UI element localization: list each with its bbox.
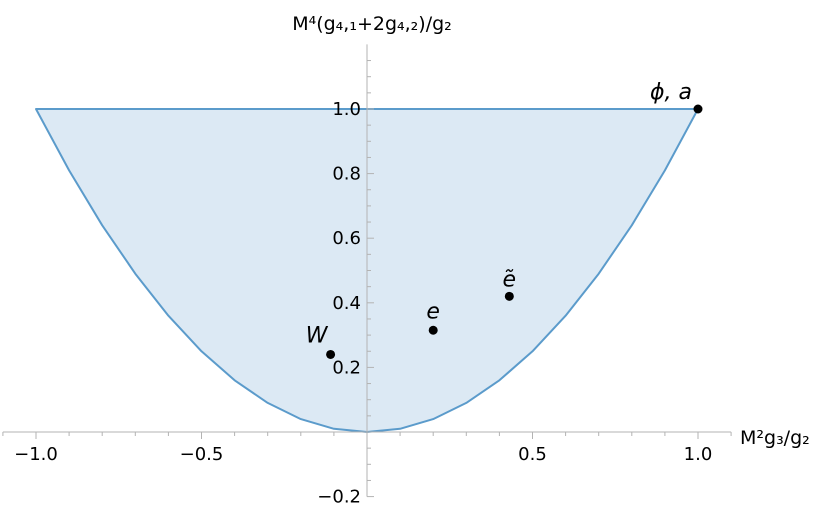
- y-tick-label: 0.6: [332, 228, 361, 249]
- data-point: [326, 349, 336, 359]
- data-point: [504, 291, 514, 301]
- y-tick-label: 0.4: [332, 293, 361, 314]
- data-point: [693, 104, 703, 114]
- y-tick-label: 1.0: [332, 99, 361, 120]
- axes: [2, 44, 732, 498]
- x-tick-label: 1.0: [684, 444, 713, 465]
- data-point-label: ϕ, a: [650, 80, 692, 105]
- data-points: We ẽ ϕ, a: [306, 80, 703, 359]
- data-point: [428, 325, 438, 335]
- data-point-label: ẽ: [503, 267, 517, 292]
- y-tick-label: −0.2: [317, 487, 361, 508]
- y-tick-label: 0.8: [332, 164, 361, 185]
- tick-labels: −1.0 −0.5 0.5 1.0 −0.2 0.2 0.4 0.6 0.8 1.0: [14, 99, 712, 508]
- y-tick-label: 0.2: [332, 357, 361, 378]
- x-axis-label: M²g₃/g₂: [740, 427, 810, 449]
- data-point-label: W: [306, 323, 329, 348]
- x-tick-label: −1.0: [14, 444, 58, 465]
- x-tick-label: 0.5: [518, 444, 547, 465]
- data-point-label: e: [426, 299, 440, 324]
- y-axis-label: M⁴(g₄,₁+2g₄,₂)/g₂: [292, 13, 452, 35]
- x-tick-label: −0.5: [180, 444, 224, 465]
